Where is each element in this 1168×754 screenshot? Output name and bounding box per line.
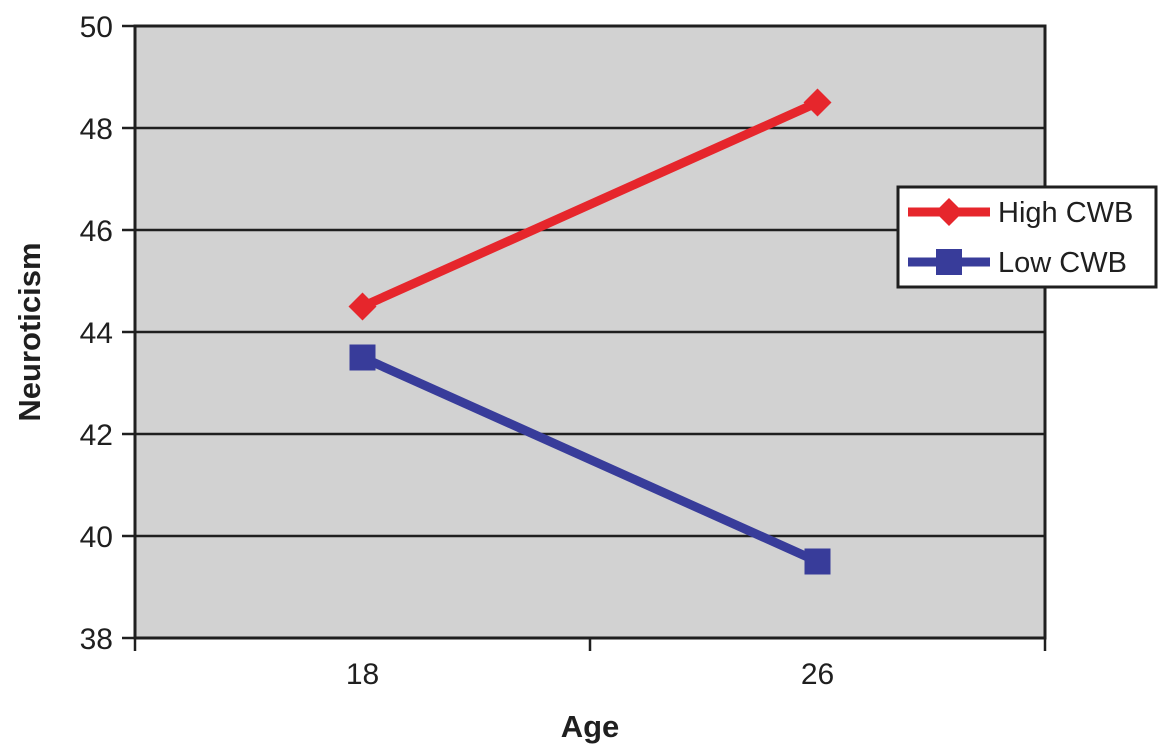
x-axis-title: Age bbox=[560, 709, 620, 744]
x-tick-label: 26 bbox=[801, 658, 834, 691]
y-tick-label: 44 bbox=[80, 317, 113, 350]
legend: High CWB Low CWB bbox=[896, 185, 1158, 289]
y-tick-label: 38 bbox=[80, 623, 113, 656]
series-marker-high-cwb bbox=[348, 292, 377, 321]
legend-label-high-cwb: High CWB bbox=[998, 197, 1133, 229]
legend-label-low-cwb: Low CWB bbox=[998, 247, 1127, 279]
y-tick-label: 42 bbox=[80, 419, 113, 452]
series-high-cwb bbox=[348, 88, 832, 321]
y-axis-title: Neuroticism bbox=[12, 242, 47, 422]
y-tick-label: 48 bbox=[80, 113, 113, 146]
series-marker-high-cwb bbox=[803, 88, 832, 117]
y-tick-label: 46 bbox=[80, 215, 113, 248]
series-line-high-cwb bbox=[360, 98, 820, 311]
y-tick-label: 50 bbox=[80, 11, 113, 44]
legend-marker-high-cwb bbox=[935, 198, 963, 226]
legend-marker-low-cwb bbox=[936, 249, 962, 275]
y-tick-label: 40 bbox=[80, 521, 113, 554]
plot-border bbox=[133, 24, 1047, 640]
x-tick-label: 18 bbox=[346, 658, 379, 691]
series-low-cwb bbox=[349, 344, 831, 575]
series-marker-low-cwb bbox=[349, 344, 376, 371]
series-line-low-cwb bbox=[360, 353, 820, 566]
series-marker-low-cwb bbox=[804, 548, 831, 575]
